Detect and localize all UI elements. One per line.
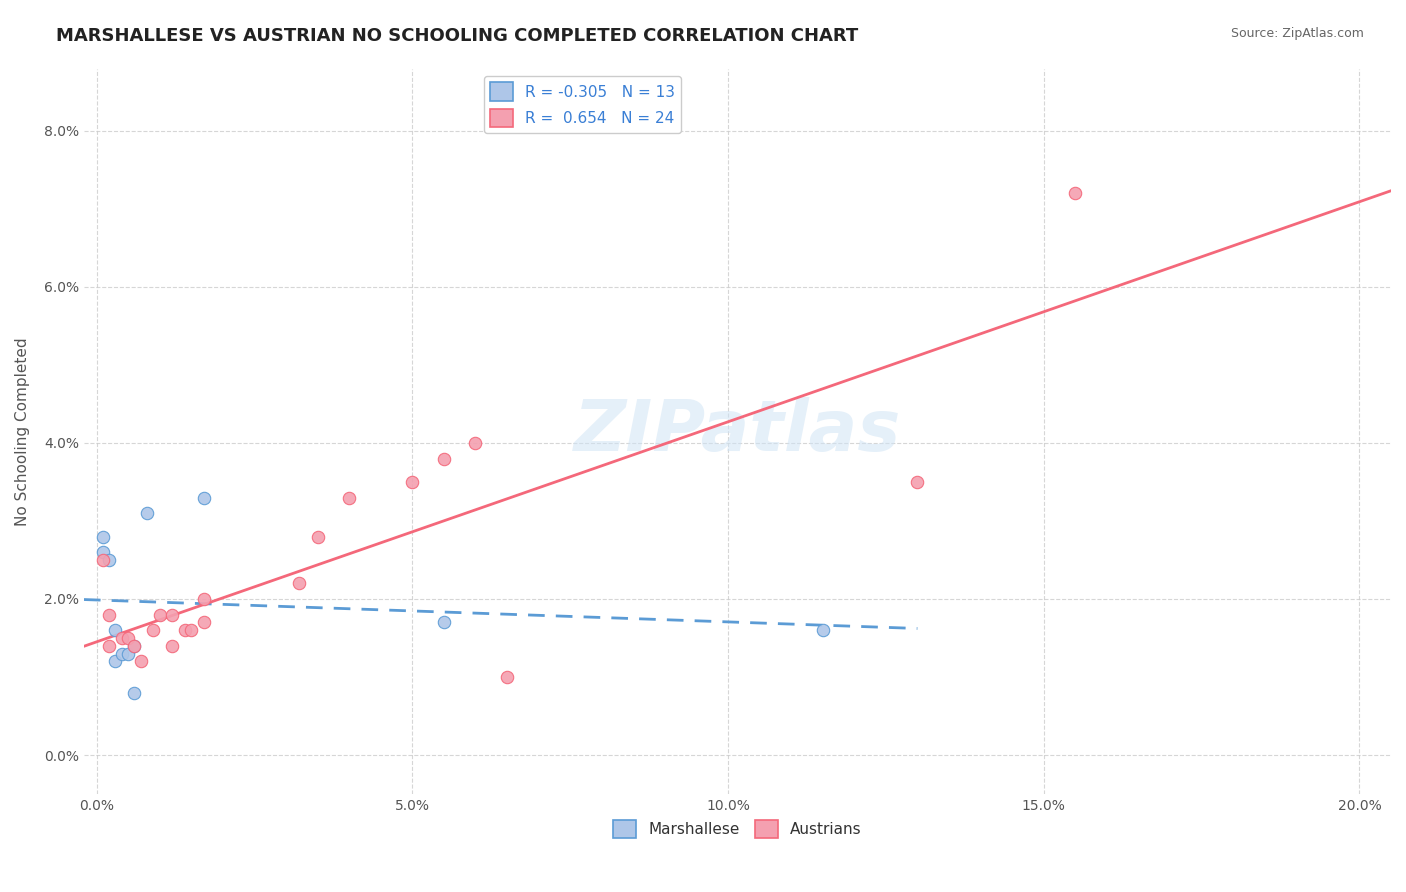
Point bbox=[180, 623, 202, 637]
Point bbox=[117, 647, 139, 661]
Point bbox=[91, 545, 114, 559]
Point bbox=[811, 623, 834, 637]
Point bbox=[433, 615, 456, 630]
Point bbox=[1064, 186, 1087, 201]
Point bbox=[496, 670, 519, 684]
Point bbox=[91, 553, 114, 567]
Point bbox=[124, 685, 146, 699]
Point bbox=[193, 592, 215, 607]
Point bbox=[136, 506, 159, 520]
Y-axis label: No Schooling Completed: No Schooling Completed bbox=[15, 337, 30, 525]
Legend: Marshallese, Austrians: Marshallese, Austrians bbox=[607, 814, 868, 845]
Point bbox=[111, 647, 134, 661]
Point bbox=[91, 530, 114, 544]
Point bbox=[433, 451, 456, 466]
Point bbox=[111, 631, 134, 645]
Point bbox=[464, 436, 486, 450]
Point bbox=[98, 607, 121, 622]
Point bbox=[905, 475, 928, 489]
Point bbox=[98, 639, 121, 653]
Point bbox=[193, 491, 215, 505]
Point bbox=[401, 475, 423, 489]
Point bbox=[124, 639, 146, 653]
Point bbox=[124, 639, 146, 653]
Point bbox=[287, 576, 309, 591]
Text: Source: ZipAtlas.com: Source: ZipAtlas.com bbox=[1230, 27, 1364, 40]
Point bbox=[142, 623, 165, 637]
Text: ZIPatlas: ZIPatlas bbox=[574, 397, 901, 466]
Point bbox=[337, 491, 360, 505]
Text: MARSHALLESE VS AUSTRIAN NO SCHOOLING COMPLETED CORRELATION CHART: MARSHALLESE VS AUSTRIAN NO SCHOOLING COM… bbox=[56, 27, 859, 45]
Point bbox=[129, 654, 152, 668]
Point bbox=[104, 623, 127, 637]
Point bbox=[193, 615, 215, 630]
Point bbox=[162, 607, 184, 622]
Point bbox=[162, 639, 184, 653]
Point bbox=[149, 607, 172, 622]
Point bbox=[174, 623, 197, 637]
Point bbox=[117, 631, 139, 645]
Point bbox=[104, 654, 127, 668]
Point bbox=[307, 530, 329, 544]
Point bbox=[98, 553, 121, 567]
